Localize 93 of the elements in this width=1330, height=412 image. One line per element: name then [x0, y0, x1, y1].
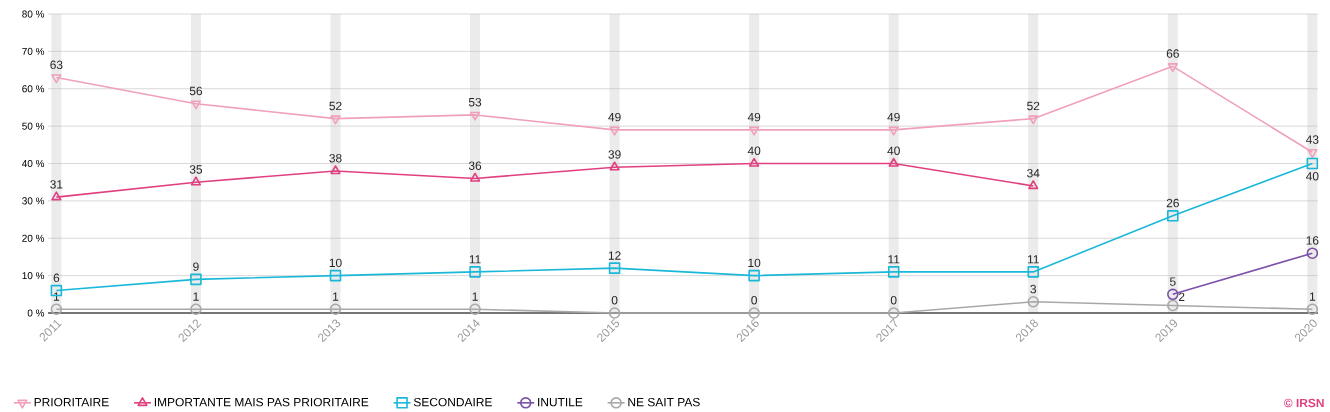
point — [887, 307, 900, 319]
data-label: 0 — [890, 296, 897, 305]
point — [1028, 115, 1039, 125]
point — [329, 303, 342, 316]
y-tick-label: 30 % — [22, 197, 45, 205]
data-label: 36 — [468, 161, 482, 170]
point — [1027, 266, 1040, 278]
point — [888, 157, 899, 167]
point — [1306, 303, 1319, 316]
point — [608, 262, 621, 274]
y-tick-label: 0 % — [27, 309, 45, 317]
data-label: 31 — [50, 180, 63, 189]
data-label: 40 — [887, 146, 900, 155]
point — [749, 157, 760, 167]
y-tick-label: 80 % — [22, 10, 45, 18]
point — [888, 126, 899, 136]
data-label: 1 — [1309, 292, 1316, 301]
data-label: 66 — [1166, 49, 1179, 58]
data-label: 52 — [329, 101, 342, 111]
data-label: 3 — [1030, 284, 1037, 294]
point — [1306, 157, 1319, 170]
data-label: 34 — [1027, 168, 1040, 178]
y-tick-label: 40 % — [22, 159, 45, 168]
legend-label: INUTILE — [538, 397, 583, 407]
point — [1306, 247, 1319, 259]
y-tick-label: 70 % — [22, 47, 45, 55]
point — [748, 307, 760, 319]
data-label: 39 — [608, 150, 621, 159]
point — [1167, 210, 1179, 222]
data-label: 11 — [469, 255, 481, 264]
data-label: 16 — [1306, 236, 1319, 245]
point — [51, 74, 62, 84]
point — [190, 100, 202, 110]
point — [190, 303, 202, 316]
point — [609, 161, 620, 171]
data-label: 38 — [329, 154, 342, 163]
point — [1027, 296, 1040, 308]
point — [190, 176, 202, 186]
point — [749, 126, 760, 136]
data-label: 5 — [1169, 277, 1176, 286]
data-label: 26 — [1166, 198, 1179, 208]
y-tick-label: 60 % — [22, 85, 45, 93]
data-label: 43 — [1305, 135, 1319, 144]
data-label: 12 — [608, 251, 621, 260]
point — [469, 111, 481, 121]
point — [329, 269, 342, 282]
data-label: 9 — [193, 262, 199, 271]
point — [330, 165, 341, 175]
point — [51, 191, 62, 201]
data-label: 0 — [751, 296, 758, 305]
data-label: 0 — [611, 296, 618, 305]
y-tick-label: 50 % — [22, 122, 45, 130]
data-label: 1 — [333, 292, 339, 301]
data-label: 1 — [193, 292, 199, 301]
point — [887, 266, 900, 278]
data-label: 49 — [747, 112, 761, 122]
point — [469, 266, 481, 278]
data-label: 2 — [1178, 292, 1185, 302]
point — [1028, 180, 1039, 190]
point — [1307, 149, 1318, 159]
legend-label: SECONDAIRE — [413, 397, 492, 407]
data-label: 56 — [189, 86, 203, 96]
data-label: 63 — [50, 60, 63, 70]
data-label: 40 — [1305, 172, 1319, 181]
point — [1167, 299, 1179, 312]
data-label: 49 — [887, 112, 900, 122]
data-label: 6 — [53, 273, 60, 283]
point — [609, 126, 620, 136]
data-label: 35 — [189, 165, 203, 174]
point — [608, 307, 621, 319]
legend-label: PRIORITAIRE — [34, 397, 109, 407]
point — [50, 303, 63, 316]
point — [190, 273, 202, 286]
legend-label: IMPORTANTE MAIS PAS PRIORITAIRE — [154, 397, 369, 407]
data-label: 10 — [329, 258, 342, 268]
point — [469, 303, 481, 316]
data-label: 11 — [888, 255, 900, 264]
data-label: 40 — [747, 146, 761, 155]
y-tick-label: 20 % — [22, 234, 45, 242]
data-label: 49 — [608, 112, 621, 122]
point — [469, 172, 481, 182]
point — [1167, 63, 1178, 73]
data-label: 10 — [748, 258, 761, 268]
data-label: 53 — [468, 97, 482, 107]
legend-label: NE SAIT PAS — [628, 397, 700, 407]
data-label: 1 — [472, 292, 478, 301]
data-label: 11 — [1027, 255, 1039, 264]
point — [748, 269, 760, 282]
text: © IRSN — [1283, 398, 1324, 408]
y-tick-label: 10 % — [22, 272, 45, 280]
point — [330, 115, 341, 125]
data-label: 52 — [1027, 101, 1040, 111]
point — [1167, 288, 1179, 301]
